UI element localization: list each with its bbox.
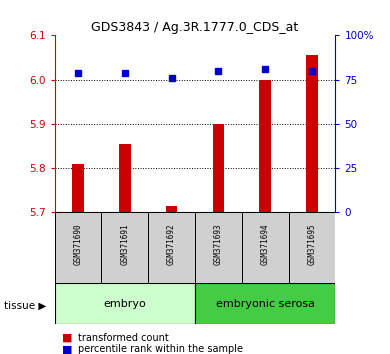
Bar	[72, 164, 84, 212]
Text: GSM371694: GSM371694	[261, 223, 270, 265]
Bar	[55, 212, 101, 283]
Bar	[148, 212, 195, 283]
Text: GSM371692: GSM371692	[167, 223, 176, 265]
Bar	[166, 206, 177, 212]
Bar	[195, 212, 242, 283]
Text: GSM371695: GSM371695	[307, 223, 317, 265]
Text: embryo: embryo	[103, 298, 146, 309]
Title: GDS3843 / Ag.3R.1777.0_CDS_at: GDS3843 / Ag.3R.1777.0_CDS_at	[91, 21, 299, 34]
Bar	[55, 283, 195, 324]
Bar	[259, 80, 271, 212]
Text: embryonic serosa: embryonic serosa	[216, 298, 315, 309]
Bar	[306, 55, 318, 212]
Text: tissue ▶: tissue ▶	[4, 301, 46, 311]
Bar	[195, 283, 335, 324]
Text: GSM371693: GSM371693	[214, 223, 223, 265]
Text: GSM371690: GSM371690	[73, 223, 83, 265]
Bar	[101, 212, 148, 283]
Text: transformed count: transformed count	[78, 333, 169, 343]
Bar	[213, 124, 224, 212]
Bar	[119, 144, 131, 212]
Text: GSM371691: GSM371691	[120, 223, 129, 265]
Text: percentile rank within the sample: percentile rank within the sample	[78, 344, 243, 354]
Bar	[289, 212, 335, 283]
Bar	[242, 212, 289, 283]
Text: ■: ■	[62, 333, 73, 343]
Text: ■: ■	[62, 344, 73, 354]
